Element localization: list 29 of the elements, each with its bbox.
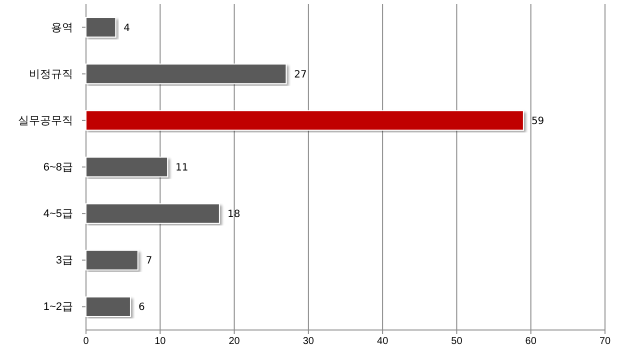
x-tick-label: 40 <box>377 336 389 348</box>
y-tick-label: 6~8급 <box>43 162 73 174</box>
x-tick-label: 10 <box>154 336 166 348</box>
x-tick-label: 0 <box>83 336 90 348</box>
x-tick-label: 50 <box>451 336 463 348</box>
y-tick-label: 용역 <box>51 22 73 34</box>
bar <box>86 156 168 178</box>
bar <box>86 296 131 317</box>
bar <box>86 203 220 224</box>
x-tick-label: 70 <box>599 336 611 348</box>
bar <box>86 250 138 270</box>
y-tick-label: 비정규직 <box>29 68 73 80</box>
data-label: 18 <box>227 209 240 220</box>
data-label: 27 <box>294 69 307 80</box>
x-tick-label: 60 <box>525 336 537 348</box>
data-label: 59 <box>531 116 544 127</box>
bar <box>86 110 524 131</box>
y-tick-label: 1~2급 <box>43 301 73 314</box>
data-label: 6 <box>138 302 145 314</box>
bar <box>86 17 116 38</box>
y-tick-label: 3급 <box>56 254 73 267</box>
y-tick-label: 4~5급 <box>43 208 73 220</box>
y-tick-label: 실무공무직 <box>18 114 73 127</box>
x-tick-label: 30 <box>302 336 314 348</box>
data-label: 11 <box>176 162 188 174</box>
x-tick-label: 20 <box>228 336 240 348</box>
bar <box>86 64 287 84</box>
data-label: 7 <box>146 256 152 267</box>
data-label: 4 <box>124 22 130 34</box>
